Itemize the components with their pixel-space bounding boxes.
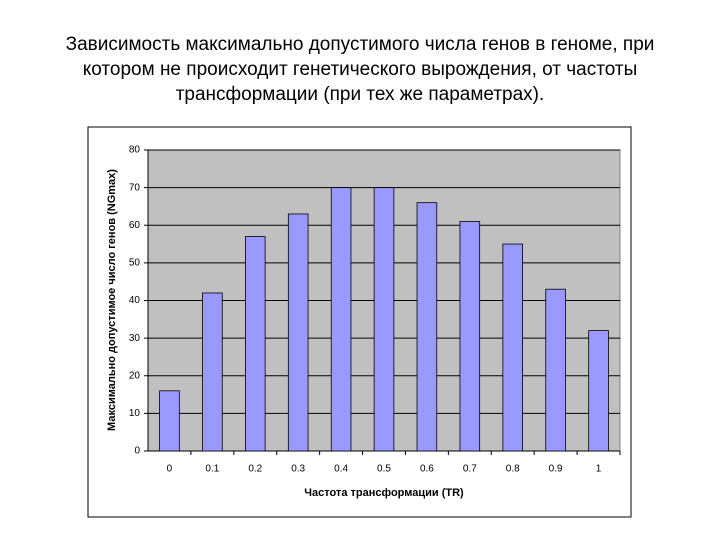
x-axis-title: Частота трансформации (TR) bbox=[304, 487, 464, 499]
chart-title: трансформации (при тех же параметрах). bbox=[176, 84, 545, 105]
y-tick-label: 50 bbox=[129, 258, 141, 269]
bar bbox=[245, 236, 266, 452]
y-tick-label: 0 bbox=[134, 446, 140, 457]
bar bbox=[545, 288, 566, 452]
x-tick-label: 1 bbox=[596, 464, 602, 475]
bar bbox=[459, 221, 481, 452]
bar bbox=[588, 330, 609, 452]
chart-title: Зависимость максимально допустимого числ… bbox=[66, 34, 655, 55]
y-tick-label: 60 bbox=[129, 220, 141, 231]
x-tick-label: 0.3 bbox=[291, 464, 305, 475]
bar bbox=[330, 187, 352, 452]
y-tick-label: 70 bbox=[129, 182, 141, 193]
x-tick-label: 0.4 bbox=[334, 464, 348, 475]
chart-title: котором не происходит генетического выро… bbox=[83, 59, 638, 80]
y-tick-label: 20 bbox=[129, 370, 141, 381]
bar bbox=[416, 202, 438, 452]
x-tick-label: 0.2 bbox=[248, 464, 262, 475]
y-tick-label: 10 bbox=[129, 408, 141, 419]
x-tick-label: 0 bbox=[167, 464, 173, 475]
y-axis-title: Максимально допустимое число генов (NGma… bbox=[106, 169, 118, 431]
y-tick-label: 30 bbox=[129, 333, 141, 344]
y-tick-label: 80 bbox=[129, 145, 141, 156]
bar bbox=[502, 243, 523, 452]
x-tick-label: 0.5 bbox=[377, 464, 391, 475]
x-tick-label: 0.8 bbox=[506, 464, 520, 475]
bar bbox=[159, 390, 180, 452]
bar bbox=[373, 187, 395, 452]
x-tick-label: 0.1 bbox=[205, 464, 219, 475]
bar bbox=[287, 213, 309, 452]
x-tick-label: 0.7 bbox=[463, 464, 477, 475]
bar bbox=[202, 292, 223, 452]
y-tick-label: 40 bbox=[129, 295, 141, 306]
x-tick-label: 0.9 bbox=[549, 464, 563, 475]
x-tick-label: 0.6 bbox=[420, 464, 434, 475]
